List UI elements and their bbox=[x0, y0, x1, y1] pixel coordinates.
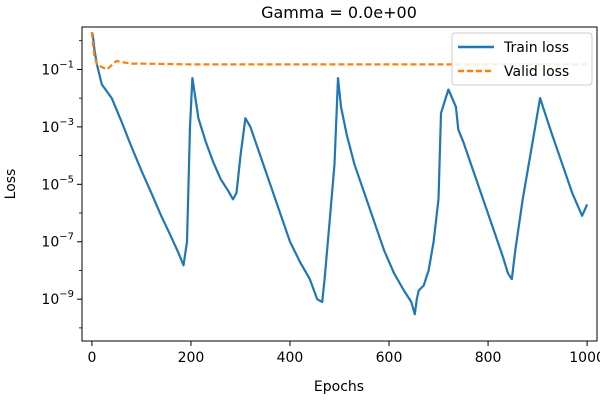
chart-title: Gamma = 0.0e+00 bbox=[261, 3, 417, 22]
series-line-train-loss bbox=[90, 31, 589, 316]
y-tick-label: 10−1 bbox=[41, 59, 74, 78]
x-tick-label: 400 bbox=[277, 350, 304, 366]
legend-train-label: Train loss bbox=[503, 40, 569, 56]
y-tick-label: 10−9 bbox=[41, 289, 74, 308]
x-tick-label: 0 bbox=[87, 350, 96, 366]
y-tick-label: 10−5 bbox=[41, 174, 74, 193]
plot-area bbox=[90, 31, 589, 316]
x-tick-label: 200 bbox=[178, 350, 205, 366]
legend-valid-label: Valid loss bbox=[504, 64, 569, 80]
y-tick-label: 10−3 bbox=[41, 117, 74, 136]
series-line-valid-loss bbox=[90, 32, 588, 71]
x-tick-label: 800 bbox=[475, 350, 502, 366]
y-tick-label: 10−7 bbox=[41, 232, 74, 251]
x-tick-label: 1000 bbox=[569, 350, 600, 366]
x-axis: 0 200 400 600 800 1000 bbox=[87, 341, 600, 366]
x-axis-label: Epochs bbox=[314, 379, 364, 395]
y-axis-label: Loss bbox=[3, 169, 19, 200]
legend: Train loss Valid loss bbox=[451, 32, 593, 86]
y-axis: 10−9 10−7 10−5 10−3 10−1 bbox=[41, 40, 82, 329]
x-tick-label: 600 bbox=[376, 350, 403, 366]
